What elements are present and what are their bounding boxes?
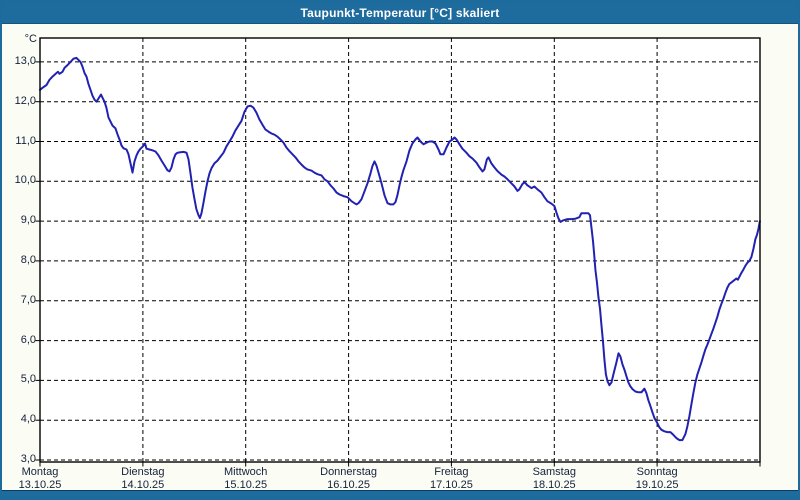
dewpoint-curve xyxy=(39,56,761,442)
weekday-name: Montag xyxy=(21,466,59,478)
y-tick-label: 5,0 xyxy=(20,373,36,386)
window-bottom-bar xyxy=(2,490,798,498)
y-tick-label: 9,0 xyxy=(20,214,36,227)
weekday-name: Mittwoch xyxy=(224,466,268,478)
y-tick-label: 8,0 xyxy=(20,253,36,266)
x-day-label: Sonntag 19.10.25 xyxy=(602,467,712,491)
weekday-name: Dienstag xyxy=(121,466,165,478)
y-tick-label: 4,0 xyxy=(20,413,36,426)
y-tick-label: 6,0 xyxy=(20,333,36,346)
weekday-name: Samstag xyxy=(532,466,576,478)
weekday-date: 19.10.25 xyxy=(635,479,679,491)
y-tick-label: 10,0 xyxy=(14,174,36,187)
weekday-date: 18.10.25 xyxy=(532,479,576,491)
weekday-date: 17.10.25 xyxy=(430,479,473,491)
weekday-date: 13.10.25 xyxy=(18,479,62,491)
window-titlebar: Taupunkt-Temperatur [°C] skaliert xyxy=(2,2,798,24)
x-day-label: Freitag 17.10.25 xyxy=(396,467,506,491)
y-tick-label: 3,0 xyxy=(20,453,36,465)
weekday-date: 16.10.25 xyxy=(327,479,370,491)
y-tick-label: 7,0 xyxy=(20,293,36,306)
plot-border xyxy=(39,37,761,463)
y-tick-label: 11,0 xyxy=(15,134,36,147)
window-title: Taupunkt-Temperatur [°C] skaliert xyxy=(300,5,500,20)
y-tick-label: 13,0 xyxy=(14,54,36,67)
y-axis-unit-label: °C xyxy=(24,33,37,45)
x-day-label: Dienstag 14.10.25 xyxy=(88,467,198,491)
y-tick-label: 12,0 xyxy=(14,94,36,107)
weekday-name: Freitag xyxy=(434,466,469,478)
line-chart-plot xyxy=(35,37,761,467)
x-day-label: Mittwoch 15.10.25 xyxy=(191,467,301,491)
x-day-label: Samstag 18.10.25 xyxy=(499,467,609,491)
weekday-name: Sonntag xyxy=(636,466,678,478)
x-day-label: Montag 13.10.25 xyxy=(2,466,95,491)
weekday-name: Donnerstag xyxy=(320,466,377,478)
weekday-date: 15.10.25 xyxy=(224,479,268,491)
weekday-date: 14.10.25 xyxy=(121,479,165,491)
x-day-label: Donnerstag 16.10.25 xyxy=(294,467,404,491)
